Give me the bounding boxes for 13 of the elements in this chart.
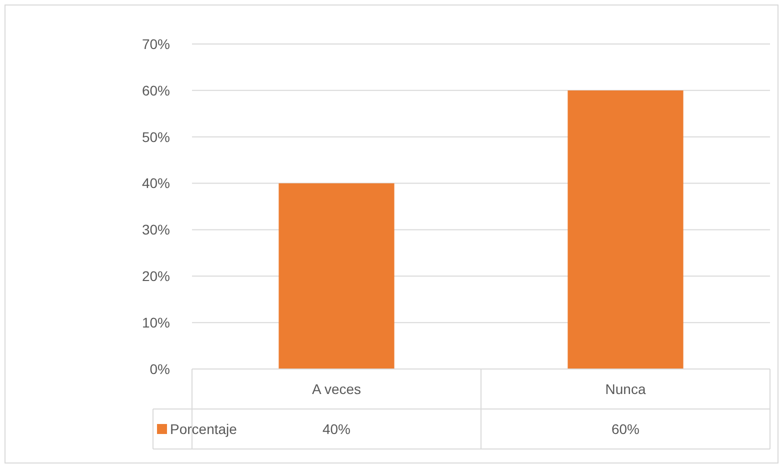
y-tick-label: 40%	[142, 175, 170, 192]
y-tick-label: 0%	[150, 360, 170, 377]
data-label: 60%	[611, 420, 640, 437]
x-tick-label: A veces	[312, 380, 362, 397]
y-tick-label: 20%	[142, 268, 170, 284]
y-tick-label: 70%	[142, 36, 170, 52]
y-tick-label: 60%	[142, 82, 170, 98]
y-tick-label: 10%	[142, 314, 170, 330]
data-label: 40%	[322, 420, 351, 437]
legend-label: Porcentaje	[170, 420, 238, 437]
x-tick-label: Nunca	[605, 380, 646, 397]
y-tick-label: 50%	[142, 128, 170, 145]
y-tick-label: 30%	[142, 222, 170, 238]
